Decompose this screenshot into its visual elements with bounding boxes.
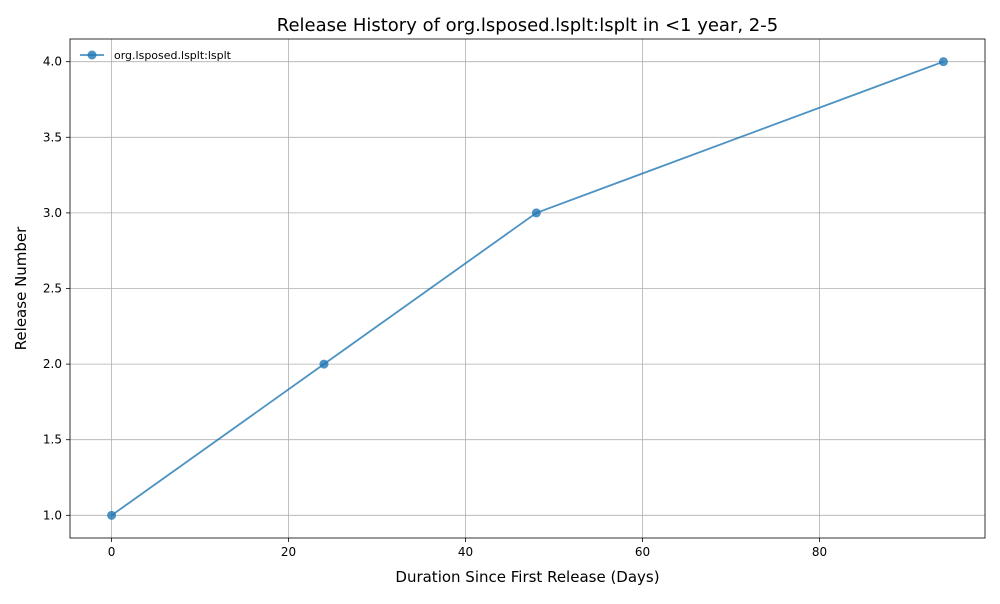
x-tick-label: 0 (108, 545, 116, 559)
y-axis-label: Release Number (12, 226, 30, 350)
y-tick-label: 1.0 (43, 508, 62, 522)
y-tick-label: 2.0 (43, 357, 62, 371)
x-tick-label: 60 (635, 545, 650, 559)
legend-marker-swatch (87, 50, 97, 60)
y-tick-label: 3.5 (43, 130, 62, 144)
legend-label: org.lsposed.lsplt:lsplt (114, 49, 232, 62)
data-point (531, 208, 541, 218)
y-tick-label: 4.0 (43, 55, 62, 69)
y-tick-label: 3.0 (43, 206, 62, 220)
axis-ticks: 0 20 40 60 80 1.0 1.5 2.0 2.5 3.0 3.5 4.0 (43, 55, 827, 559)
y-tick-label: 1.5 (43, 433, 62, 447)
x-tick-label: 20 (281, 545, 296, 559)
x-tick-label: 40 (458, 545, 473, 559)
x-tick-label: 80 (812, 545, 827, 559)
series-line (111, 60, 944, 517)
series-layer (107, 57, 948, 520)
grid-lines (70, 39, 985, 538)
x-axis-label: Duration Since First Release (Days) (395, 568, 659, 586)
data-point (107, 510, 117, 520)
legend: org.lsposed.lsplt:lsplt (80, 49, 232, 62)
data-point (938, 57, 948, 67)
data-point (319, 359, 329, 369)
y-tick-label: 2.5 (43, 282, 62, 296)
chart-title: Release History of org.lsposed.lsplt:lsp… (277, 15, 778, 36)
